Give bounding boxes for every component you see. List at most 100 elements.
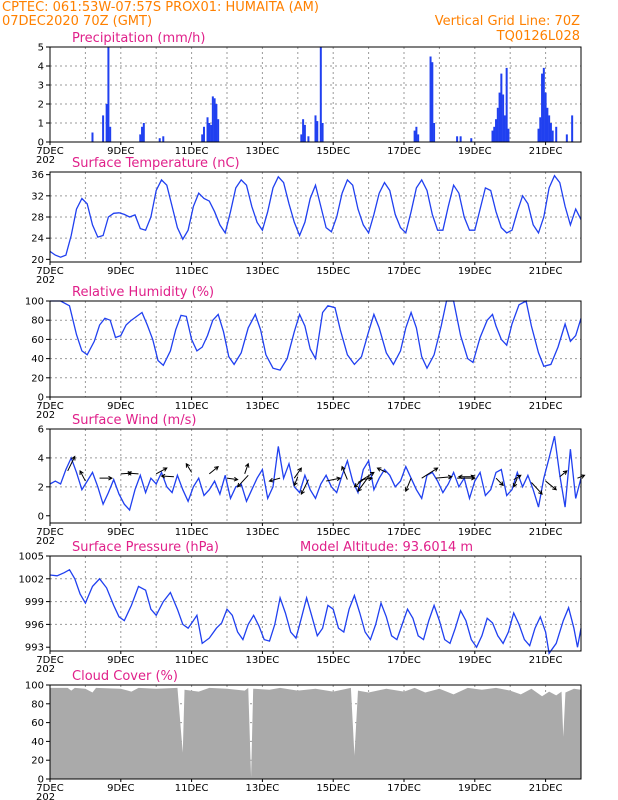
panel-frame	[49, 171, 582, 263]
precip-bar	[91, 132, 94, 142]
precip-bar	[158, 138, 161, 142]
panel-temp	[46, 171, 582, 265]
precip-bar	[496, 107, 499, 142]
precip-bar	[206, 117, 209, 142]
x-tick-label: 15DEC	[316, 266, 350, 277]
y-tick-label: 0	[38, 138, 44, 149]
x-tick-label: 19DEC	[458, 266, 492, 277]
x-tick-label: 7DEC	[36, 266, 63, 277]
wind-arrow	[513, 474, 522, 481]
precip-bar	[210, 124, 213, 142]
wind-arrow	[531, 482, 543, 495]
x-tick-label: 11DEC	[175, 266, 209, 277]
precip-bar	[495, 119, 498, 142]
precip-bar	[211, 96, 214, 142]
pressure-line	[49, 568, 582, 655]
precip-bar	[105, 104, 108, 142]
x-tick-label: 9DEC	[107, 401, 134, 412]
y-tick-label: 0	[38, 393, 44, 404]
x-tick-label: 21DEC	[529, 401, 563, 412]
wind-arrow	[357, 471, 375, 483]
x-tick-label: 21DEC	[529, 527, 563, 538]
y-tick-label: 1	[38, 119, 44, 130]
panel-title: Surface Pressure (hPa)	[72, 540, 219, 555]
y-tick-label: 2	[38, 482, 44, 493]
precip-bar	[302, 119, 305, 142]
y-tick-label: 20	[31, 255, 44, 266]
x-tick-label: 21DEC	[529, 783, 563, 794]
precip-bar	[429, 56, 432, 142]
x-tick-label: 15DEC	[316, 401, 350, 412]
header-grid-note: Vertical Grid Line: 70Z	[435, 14, 580, 29]
x-year-label: 202	[36, 155, 55, 166]
x-tick-label: 15DEC	[316, 783, 350, 794]
panel-frame	[49, 555, 582, 652]
y-tick-label: 100	[25, 681, 44, 692]
panels: 0 1 2 3 4 5 7DEC 9DEC 11DEC 13DEC 15DEC 17DEC 19DEC 2…	[19, 31, 586, 800]
panel-cloud	[46, 684, 582, 782]
panel-subtitle: Model Altitude: 93.6014 m	[300, 540, 473, 555]
precip-bar	[107, 47, 110, 142]
x-year-label: 202	[36, 536, 55, 547]
precip-bar	[493, 126, 496, 142]
precip-bar	[215, 104, 218, 142]
x-tick-label: 21DEC	[529, 266, 563, 277]
precip-bar	[141, 126, 144, 142]
precip-bar	[500, 73, 503, 142]
precip-bar	[459, 136, 462, 142]
precip-bar	[217, 119, 220, 142]
wind-arrow	[512, 477, 518, 488]
wind-arrow	[435, 474, 453, 480]
x-tick-label: 15DEC	[316, 146, 350, 157]
y-tick-label: 40	[31, 737, 44, 748]
precip-bar	[142, 123, 145, 142]
wind-arrow	[421, 467, 439, 479]
y-tick-label: 20	[31, 756, 44, 767]
y-tick-label: 3	[38, 81, 44, 92]
y-tick-label: 60	[31, 718, 44, 729]
x-tick-label: 13DEC	[246, 266, 280, 277]
panel-frame	[49, 300, 582, 398]
wind-arrow	[376, 467, 387, 473]
x-tick-label: 7DEC	[36, 527, 63, 538]
x-tick-label: 21DEC	[529, 655, 563, 666]
precip-bar	[546, 107, 549, 142]
y-tick-label: 32	[31, 191, 44, 202]
panel-title: Relative Humidity (%)	[72, 285, 214, 300]
wind-arrow	[559, 470, 568, 478]
y-tick-label: 1005	[19, 552, 44, 563]
y-tick-label: 4	[38, 453, 44, 464]
wind-line	[49, 436, 582, 512]
wind-arrow	[244, 462, 250, 474]
wind-arrow	[326, 476, 342, 482]
precip-bar	[565, 134, 568, 142]
precip-bar	[307, 136, 310, 142]
precip-bar	[162, 136, 165, 142]
precip-bar	[542, 67, 545, 142]
x-tick-label: 17DEC	[387, 266, 421, 277]
precip-bar	[415, 126, 418, 142]
x-tick-label: 17DEC	[387, 783, 421, 794]
wind-arrow	[457, 474, 472, 480]
x-tick-label: 19DEC	[458, 655, 492, 666]
precip-bar	[316, 121, 319, 142]
wind-arrow	[208, 465, 219, 475]
precip-bar	[470, 138, 473, 142]
precip-bar	[417, 134, 420, 142]
y-tick-label: 60	[31, 335, 44, 346]
panel-title: Surface Temperature (nC)	[72, 156, 240, 171]
x-tick-label: 19DEC	[458, 401, 492, 412]
x-tick-label: 19DEC	[458, 146, 492, 157]
x-tick-label: 13DEC	[246, 401, 280, 412]
precip-bar	[139, 134, 142, 142]
x-year-label: 202	[36, 275, 55, 286]
x-tick-label: 7DEC	[36, 783, 63, 794]
x-tick-label: 17DEC	[387, 401, 421, 412]
x-tick-label: 11DEC	[175, 401, 209, 412]
x-year-label: 202	[36, 410, 55, 421]
panel-frame	[49, 428, 582, 524]
x-tick-label: 15DEC	[316, 527, 350, 538]
x-tick-label: 11DEC	[175, 783, 209, 794]
temp-line	[49, 174, 582, 258]
wind-arrow	[99, 475, 113, 481]
